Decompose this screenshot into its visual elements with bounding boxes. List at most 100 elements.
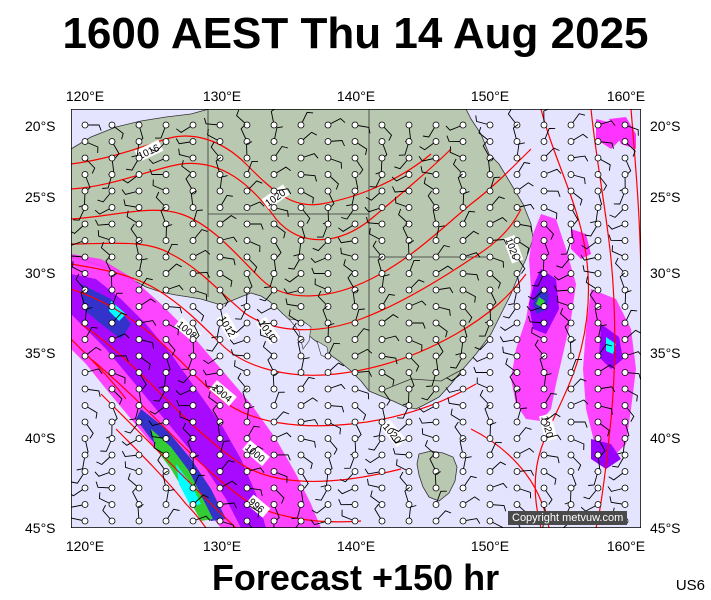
wind-barb [447,397,464,406]
station-dot [405,286,413,294]
station-dot [432,204,440,211]
station-dot [351,121,359,129]
station-dot [189,220,197,228]
station-dot [513,435,521,442]
wind-barb [165,243,178,258]
station-dot [216,121,224,129]
station-dot [351,220,359,228]
wind-barb [570,378,587,390]
wind-barb [148,157,167,165]
station-dot [243,369,251,376]
station-dot [297,369,305,376]
station-dot [297,187,305,195]
station-dot [351,517,359,525]
wind-barb [500,322,518,331]
station-dot [513,154,521,162]
station-dot [162,237,170,244]
station-dot [351,435,359,442]
wind-barb [543,207,558,220]
station-dot [81,336,89,343]
station-dot [594,253,602,261]
station-dot [378,154,386,162]
station-dot [162,484,170,492]
wind-barb [543,223,555,240]
station-dot [540,369,548,376]
wind-barb [597,386,616,393]
station-dot [135,451,143,459]
station-dot [513,336,521,343]
station-dot [621,154,629,162]
wind-barb [543,190,561,198]
station-dot [243,270,251,277]
station-dot [378,385,386,393]
station-dot [486,402,494,409]
station-dot [324,369,332,376]
station-dot [108,468,116,475]
station-dot [486,220,494,228]
station-dot [513,253,521,261]
station-dot [162,501,170,508]
wind-barb [176,400,194,407]
wind-barb [624,388,638,402]
wind-barb [256,318,275,325]
station-dot [594,286,602,294]
station-dot [486,253,494,261]
station-dot [486,121,494,129]
wind-barb [137,504,144,522]
wind-barb [219,273,233,287]
station-dot [594,270,602,277]
wind-barb [337,237,356,244]
station-dot [162,517,170,525]
station-dot [297,303,305,310]
station-dot [189,204,197,211]
station-dot [432,369,440,376]
station-dot [135,154,143,162]
wind-barb [543,454,560,464]
wind-barb [570,174,586,185]
station-dot [513,286,521,294]
wind-barb [322,305,329,324]
station-dot [432,385,440,393]
station-dot [108,369,116,376]
wind-barb [489,504,507,512]
wind-barb [192,249,211,258]
wind-barb [557,295,572,307]
station-dot [405,352,413,360]
wind-barb [84,326,98,340]
wind-barb [489,217,508,225]
station-dot [135,303,143,310]
station-dot [189,319,197,327]
wind-barb [542,520,545,528]
station-dot [297,121,305,129]
station-dot [108,121,116,129]
wind-barb [181,160,194,175]
wind-barb [84,141,99,154]
station-dot [270,121,278,129]
station-dot [108,220,116,228]
wind-barb [202,369,221,376]
station-dot [324,154,332,162]
wind-barb [210,141,221,159]
station-dot [621,385,629,393]
weather-map[interactable]: 1016 1020 1020 1020 1020 1012 1010 1008 … [71,109,641,528]
wind-barb [259,329,275,340]
station-dot [405,204,413,211]
wind-barb [462,252,481,258]
wind-barb [267,355,275,373]
lon-label-top: 140°E [336,88,376,104]
station-dot [513,484,521,492]
wind-barb [205,379,221,390]
wind-barb [284,273,302,283]
station-dot [567,369,575,376]
lon-label-bottom: 120°E [65,538,105,554]
wind-barb [292,322,302,340]
wind-barb [507,109,518,126]
station-dot [243,336,251,343]
station-dot [81,303,89,310]
wind-barb [246,406,255,423]
wind-barb [499,336,518,343]
station-dot [135,253,143,261]
station-dot [270,336,278,343]
station-dot [621,319,629,327]
station-dot [540,171,548,178]
